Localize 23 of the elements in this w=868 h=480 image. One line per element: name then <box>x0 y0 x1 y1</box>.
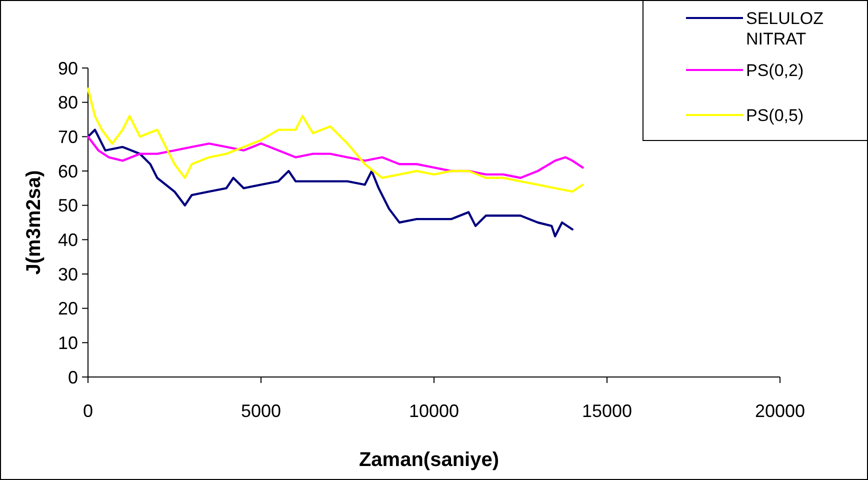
y-tick-label: 80 <box>58 92 78 113</box>
y-tick-label: 90 <box>58 58 78 78</box>
x-tick-label: 10000 <box>408 401 460 421</box>
legend-label: PS(0,2) <box>746 60 804 80</box>
line-series <box>86 88 584 193</box>
x-tick-label: 5000 <box>240 401 282 421</box>
y-tick-label: 0 <box>68 367 78 388</box>
y-tick-label: 30 <box>58 264 78 284</box>
x-axis-title: Zaman(saniye) <box>358 449 500 471</box>
x-tick-label: 20000 <box>754 401 806 421</box>
y-tick-label: 40 <box>58 230 78 250</box>
x-tick-label: 0 <box>82 401 94 421</box>
legend-label: PS(0,5) <box>746 106 804 125</box>
x-tick-label: 15000 <box>582 401 632 421</box>
y-tick-label: 60 <box>58 161 78 182</box>
y-axis-title: J(m3m2sa) <box>23 170 45 275</box>
y-tick-label: 10 <box>58 332 78 353</box>
line-series <box>86 136 584 179</box>
y-tick-label: 50 <box>58 196 78 216</box>
y-tick-label: 70 <box>58 126 78 147</box>
legend-label: SELULOZ NITRAT <box>746 8 824 48</box>
y-tick-label: 20 <box>58 298 78 319</box>
line-series <box>86 128 574 238</box>
